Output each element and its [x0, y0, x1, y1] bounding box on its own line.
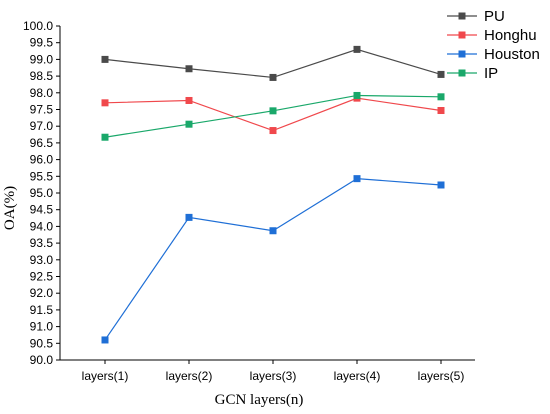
legend-label: PU	[484, 8, 505, 25]
data-point	[185, 213, 193, 221]
data-point	[185, 120, 193, 128]
legend-label: IP	[484, 65, 498, 82]
y-axis-ticks: 90.0 90.5 91.0 91.5 92.0 92.5 93.0 93.5 94.0 94.5…	[23, 19, 60, 367]
series-honghu	[101, 94, 445, 135]
y-tick-label: 90.0	[30, 353, 54, 367]
legend-item: Houston	[447, 46, 540, 63]
x-axis-title: GCN layers(n)	[215, 392, 304, 408]
y-tick-label: 99.0	[30, 52, 54, 66]
data-point	[437, 93, 445, 101]
y-tick-label: 92.0	[30, 286, 54, 300]
y-axis-title: OA(%)	[2, 186, 18, 230]
legend-marker	[458, 50, 466, 58]
y-tick-label: 92.5	[30, 270, 54, 284]
legend-item: IP	[447, 65, 498, 82]
series-line	[104, 178, 442, 341]
y-tick-label: 99.5	[30, 36, 54, 50]
y-tick-label: 95.0	[30, 186, 54, 200]
data-point	[101, 133, 109, 141]
data-point	[101, 336, 109, 344]
y-tick-label: 90.5	[30, 336, 54, 350]
series-line	[104, 97, 442, 132]
legend-marker	[458, 12, 466, 20]
legend-label: Honghu	[484, 27, 537, 44]
data-point	[353, 175, 361, 183]
series-pu	[101, 45, 445, 81]
data-point	[269, 107, 277, 115]
series-ip	[101, 91, 445, 141]
data-point	[185, 96, 193, 104]
data-point	[185, 65, 193, 73]
x-axis-ticks: layers(1) layers(2) layers(3) layers(4) laye…	[82, 360, 465, 383]
x-tick-label: layers(2)	[166, 369, 213, 383]
series-group	[101, 45, 445, 344]
legend-label: Houston	[484, 46, 540, 63]
y-tick-label: 91.5	[30, 303, 54, 317]
data-point	[269, 127, 277, 135]
y-tick-label: 95.5	[30, 169, 54, 183]
data-point	[437, 107, 445, 115]
x-tick-label: layers(5)	[418, 369, 465, 383]
y-tick-label: 93.5	[30, 236, 54, 250]
legend: PU Honghu Houston IP	[447, 8, 540, 82]
data-point	[353, 91, 361, 99]
series-line	[104, 48, 442, 79]
legend-item: PU	[447, 8, 505, 25]
y-tick-label: 93.0	[30, 253, 54, 267]
y-tick-label: 96.0	[30, 153, 54, 167]
data-point	[269, 73, 277, 81]
x-tick-label: layers(1)	[82, 369, 129, 383]
x-tick-label: layers(3)	[250, 369, 297, 383]
y-tick-label: 97.0	[30, 119, 54, 133]
y-tick-label: 98.0	[30, 86, 54, 100]
y-tick-label: 96.5	[30, 136, 54, 150]
data-point	[437, 181, 445, 189]
legend-marker	[458, 69, 466, 77]
legend-marker	[458, 31, 466, 39]
data-point	[101, 99, 109, 107]
legend-item: Honghu	[447, 27, 537, 44]
x-tick-label: layers(4)	[334, 369, 381, 383]
y-tick-label: 97.5	[30, 103, 54, 117]
data-point	[353, 45, 361, 53]
y-tick-label: 94.5	[30, 203, 54, 217]
y-tick-label: 94.0	[30, 219, 54, 233]
series-houston	[101, 175, 445, 344]
data-point	[437, 70, 445, 78]
data-point	[269, 227, 277, 235]
y-tick-label: 100.0	[23, 19, 53, 33]
y-tick-label: 91.0	[30, 320, 54, 334]
y-tick-label: 98.5	[30, 69, 54, 83]
data-point	[101, 55, 109, 63]
